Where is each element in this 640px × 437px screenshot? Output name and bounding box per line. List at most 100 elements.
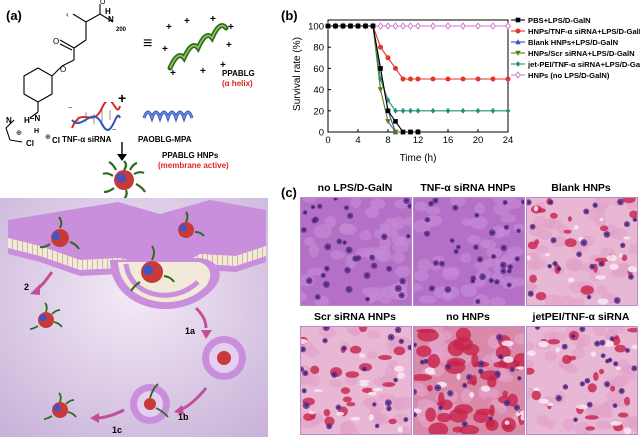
svg-text:+: + [184,16,190,27]
panel-a-label: (a) [6,8,22,23]
data-point [400,107,406,114]
y-tick-label: 0 [319,128,324,139]
step-1b-label: 1b [178,412,189,422]
tile-caption-5: no HNPs [446,311,490,323]
data-point [445,76,451,82]
svg-text:N: N [108,15,114,24]
data-point [408,107,413,114]
legend-label: jet-PEI/TNF-α siRNA+LPS/D-GalN [527,60,640,69]
histology-image-5 [413,326,525,435]
data-point [430,107,436,114]
data-point [385,119,391,125]
legend-label: HNPs/TNF-α siRNA+LPS/D-GalN [528,27,640,36]
series-1 [325,23,511,82]
data-point [378,44,383,50]
data-point [400,76,406,82]
tile-caption-2: TNF-α siRNA HNPs [420,182,516,194]
data-point [378,66,383,71]
data-point [385,22,391,30]
data-point [515,61,521,67]
histology-image-2 [413,197,525,306]
legend-label: Blank HNPs+LPS/D-GalN [528,38,618,47]
x-tick-label: 16 [443,135,454,146]
data-point [490,22,496,30]
membrane-particles [51,222,194,283]
tile-caption-6: jetPEI/TNF-α siRNA [532,311,630,323]
svg-text:H: H [34,128,39,135]
data-point [415,76,421,82]
alpha-helix-icon: ++ + ++ + + ++ [162,16,234,76]
series-0 [325,23,421,135]
tile-caption-4: Scr siRNA HNPs [314,311,396,323]
tile-caption-1: no LPS/D-GalN [317,182,393,194]
data-point [393,65,398,71]
data-point [515,71,521,79]
data-point [505,22,511,30]
data-point [392,129,399,135]
data-point [393,119,398,124]
data-point [515,50,521,56]
step-2-label: 2 [24,282,29,292]
svg-text:+: + [170,68,176,76]
svg-text:O: O [53,37,59,46]
data-point [333,23,338,29]
data-point [515,28,521,34]
data-point [408,76,413,82]
chart-x-axis-title: Time (h) [400,153,437,164]
x-tick-label: 8 [385,135,390,146]
x-tick-label: 4 [355,135,360,146]
data-point [408,129,413,135]
data-point [392,22,399,30]
svg-text:–N: –N [30,114,40,123]
svg-text:−: − [68,105,72,112]
data-point [415,22,421,30]
data-point [445,107,451,114]
data-point [475,22,481,30]
histology-image-4 [300,326,412,435]
paoblg-label: PAOBLG-MPA [138,135,192,144]
data-point [505,76,511,82]
tile-caption-3: Blank HNPs [551,182,611,194]
data-point [475,76,481,82]
data-point [340,23,346,29]
step-1c-label: 1c [112,425,122,435]
data-point [460,22,466,30]
y-tick-label: 100 [308,22,324,33]
data-point [445,22,451,30]
chart-y-axis-title: Survival rate (%) [292,37,303,111]
data-point [400,129,406,135]
chart-frame [327,19,509,133]
data-point [415,107,421,114]
paoblg-icon [142,110,194,123]
data-point [515,17,521,23]
legend-label: HNPs/Scr siRNA+LPS/D-GalN [528,49,635,58]
plus-sign: + [118,90,127,106]
series-4 [325,23,511,114]
y-tick-label: 20 [313,106,324,117]
sirna-icon: −− [68,102,121,132]
series-line [328,25,508,112]
alpha-helix-label: (α helix) [222,79,253,88]
panel-c-label: (c) [281,185,297,200]
data-point [400,22,406,30]
data-point [430,22,436,30]
svg-text:+: + [200,66,206,76]
x-tick-label: 24 [503,135,514,146]
step-1a-label: 1a [185,326,196,336]
svg-text:H: H [105,7,111,16]
svg-text:O: O [100,0,106,6]
nanoparticle-icon [102,160,146,200]
polymer-subscript: 200 [116,27,127,33]
x-tick-label: 12 [413,135,424,146]
data-point [363,23,368,29]
y-tick-label: 80 [313,43,324,54]
histology-image-1 [300,197,412,306]
svg-text:Cl: Cl [26,139,34,148]
legend-label: HNPs (no LPS/D-GalN) [528,71,610,80]
svg-text:Cl: Cl [52,136,60,145]
svg-text:+: + [166,22,172,33]
svg-text:+: + [210,16,216,25]
data-point [490,76,496,82]
survival-chart: 0 4 8 12 16 20 24 0 20 40 60 80 100 PBS+LPS/D-GalN HN… [292,16,640,164]
